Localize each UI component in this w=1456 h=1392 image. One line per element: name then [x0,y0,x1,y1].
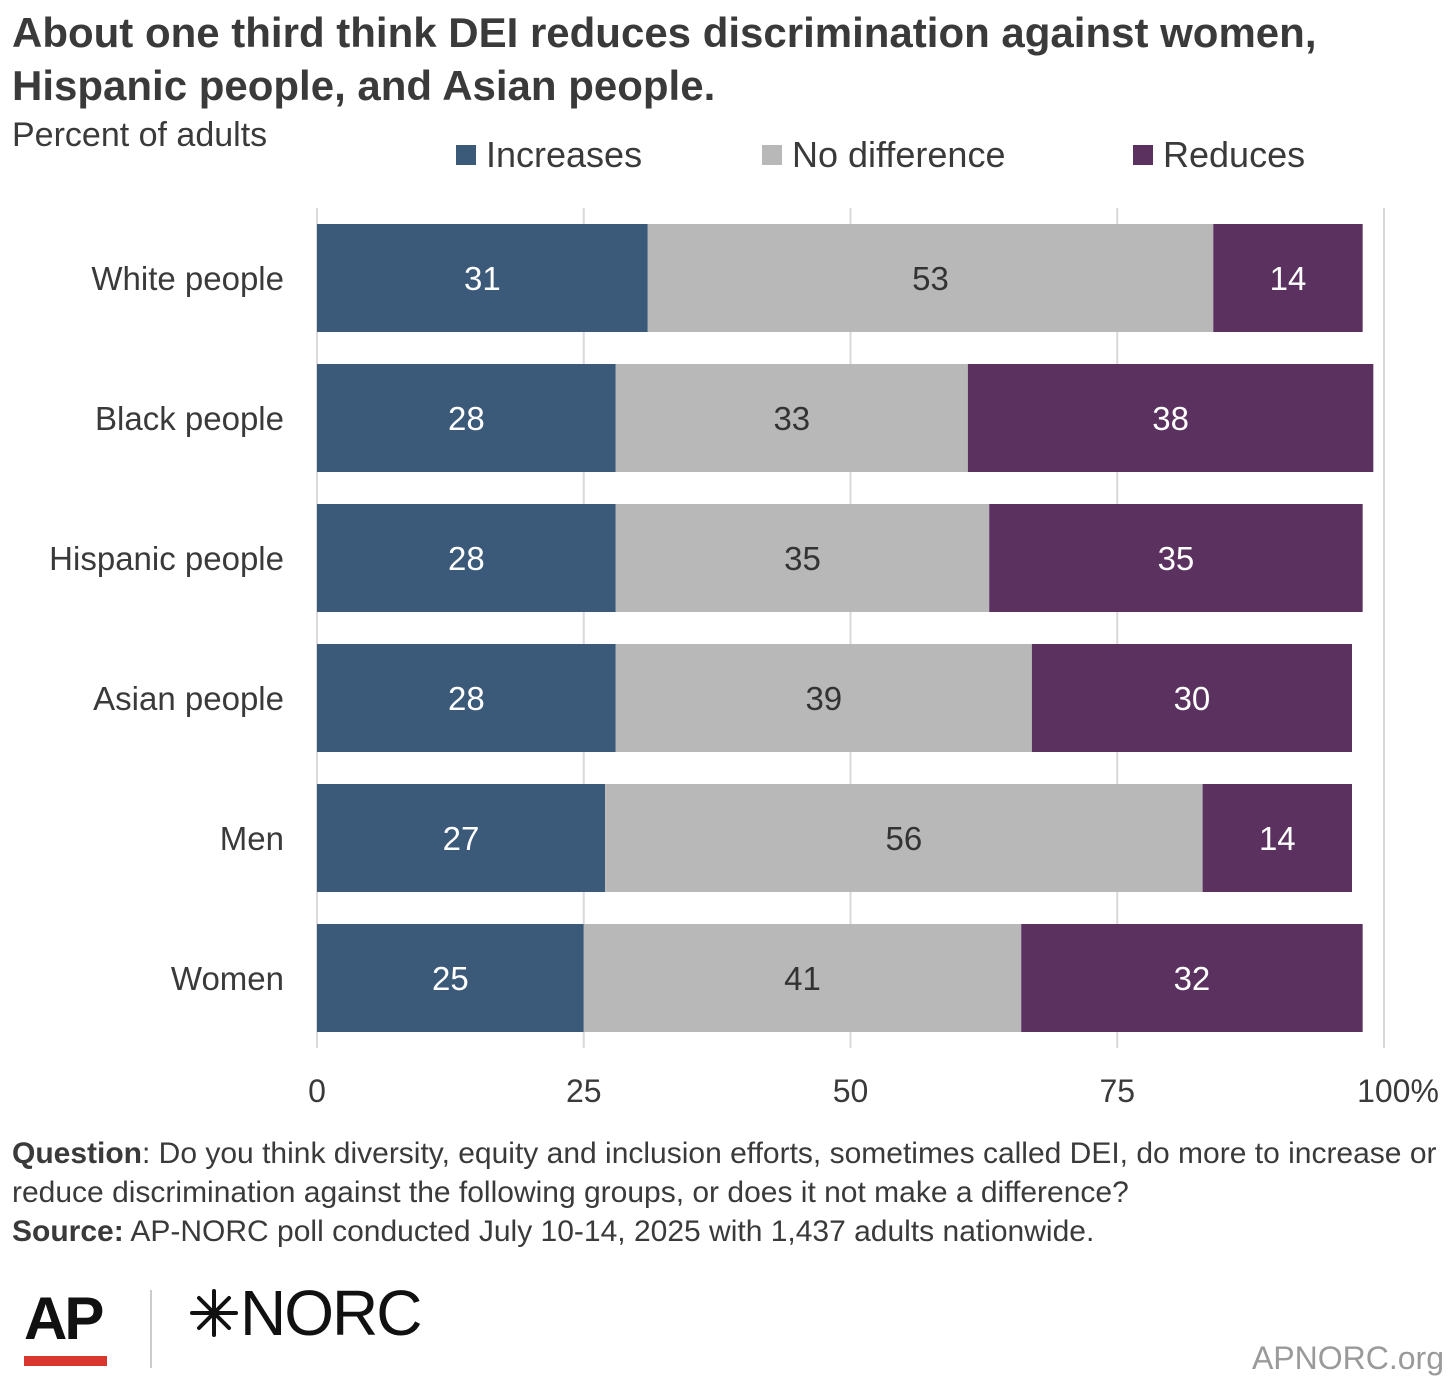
data-label-women-increases: 25 [432,960,469,997]
data-label-black-people-increases: 28 [448,400,485,437]
data-label-asian-people-increases: 28 [448,680,485,717]
data-label-hispanic-people-reduces: 35 [1158,540,1195,577]
data-label-women-reduces: 32 [1174,960,1211,997]
legend-swatch-no-difference [762,145,782,165]
legend-item-reduces: Reduces [1133,134,1305,176]
legend-label-increases: Increases [486,134,643,175]
category-label-asian-people: Asian people [93,680,284,717]
bar-asian-people-reduces [1031,644,1352,752]
data-label-hispanic-people-no-difference: 35 [784,540,821,577]
legend-item-no-difference: No difference [762,134,1005,176]
bar-white-people-increases [317,224,648,332]
bar-hispanic-people-reduces [989,504,1363,612]
data-label-white-people-reduces: 14 [1270,260,1307,297]
bar-hispanic-people-no-difference [615,504,990,612]
bar-black-people-increases [317,364,616,472]
bar-black-people-reduces [967,364,1374,472]
question-note: Question: Do you think diversity, equity… [12,1134,1444,1212]
bar-women-reduces [1021,924,1363,1032]
legend-label-no-difference: No difference [792,134,1006,175]
x-tick-label: 50 [833,1073,869,1109]
legend-label-reduces: Reduces [1163,134,1306,175]
bar-women-no-difference [583,924,1022,1032]
data-label-black-people-no-difference: 33 [773,400,810,437]
category-label-black-people: Black people [95,400,284,437]
chart-title: About one third think DEI reduces discri… [12,9,1317,109]
source-text: AP-NORC poll conducted July 10-14, 2025 … [123,1215,1095,1248]
bar-asian-people-increases [317,644,616,752]
question-label: Question [12,1137,143,1170]
legend-swatch-reduces [1133,145,1153,165]
bar-asian-people-no-difference [615,644,1032,752]
data-label-men-increases: 27 [443,820,480,857]
bar-black-people-no-difference [615,364,968,472]
bar-hispanic-people-increases [317,504,616,612]
x-tick-label: 0 [308,1073,326,1109]
category-label-white-people: White people [91,260,284,297]
data-label-men-reduces: 14 [1259,820,1296,857]
legend-swatch-increases [456,145,476,165]
data-label-women-no-difference: 41 [784,960,821,997]
legend-item-increases: Increases [456,134,642,176]
ap-logo-underline [24,1356,107,1366]
data-label-white-people-increases: 31 [464,260,501,297]
bar-women-increases [317,924,584,1032]
data-label-asian-people-reduces: 30 [1174,680,1211,717]
bar-white-people-reduces [1213,224,1363,332]
category-label-hispanic-people: Hispanic people [49,540,284,577]
ap-logo: AP [24,1285,104,1352]
norc-logo: NORC [188,1276,422,1350]
bar-white-people-no-difference [647,224,1214,332]
chart-legend: Increases No difference Reduces [0,134,1456,178]
chart-footnote: Question: Do you think diversity, equity… [12,1134,1444,1251]
data-label-hispanic-people-increases: 28 [448,540,485,577]
x-tick-label: 75 [1099,1073,1135,1109]
bar-men-increases [317,784,606,892]
category-label-men: Men [220,820,284,857]
data-label-asian-people-no-difference: 39 [805,680,842,717]
chart-subtitle: Percent of adults [12,116,268,154]
site-url: APNORC.org [1251,1340,1444,1376]
data-label-black-people-reduces: 38 [1152,400,1189,437]
x-tick-label: 25 [566,1073,602,1109]
bar-men-no-difference [605,784,1203,892]
data-label-men-no-difference: 56 [885,820,922,857]
source-label: Source: [12,1215,124,1248]
norc-logo-text: NORC [240,1277,422,1349]
stacked-bar-chart: 0 25 50 75 100% White people 31 53 14 Black peopl… [49,208,1439,1109]
norc-star-icon [190,1289,238,1337]
question-text: : Do you think diversity, equity and inc… [12,1137,1437,1209]
bar-men-reduces [1202,784,1352,892]
data-label-white-people-no-difference: 53 [912,260,949,297]
x-tick-label: 100% [1357,1073,1439,1109]
category-label-women: Women [171,960,284,997]
logo-divider [150,1290,152,1368]
source-note: Source: AP-NORC poll conducted July 10-1… [12,1212,1444,1251]
